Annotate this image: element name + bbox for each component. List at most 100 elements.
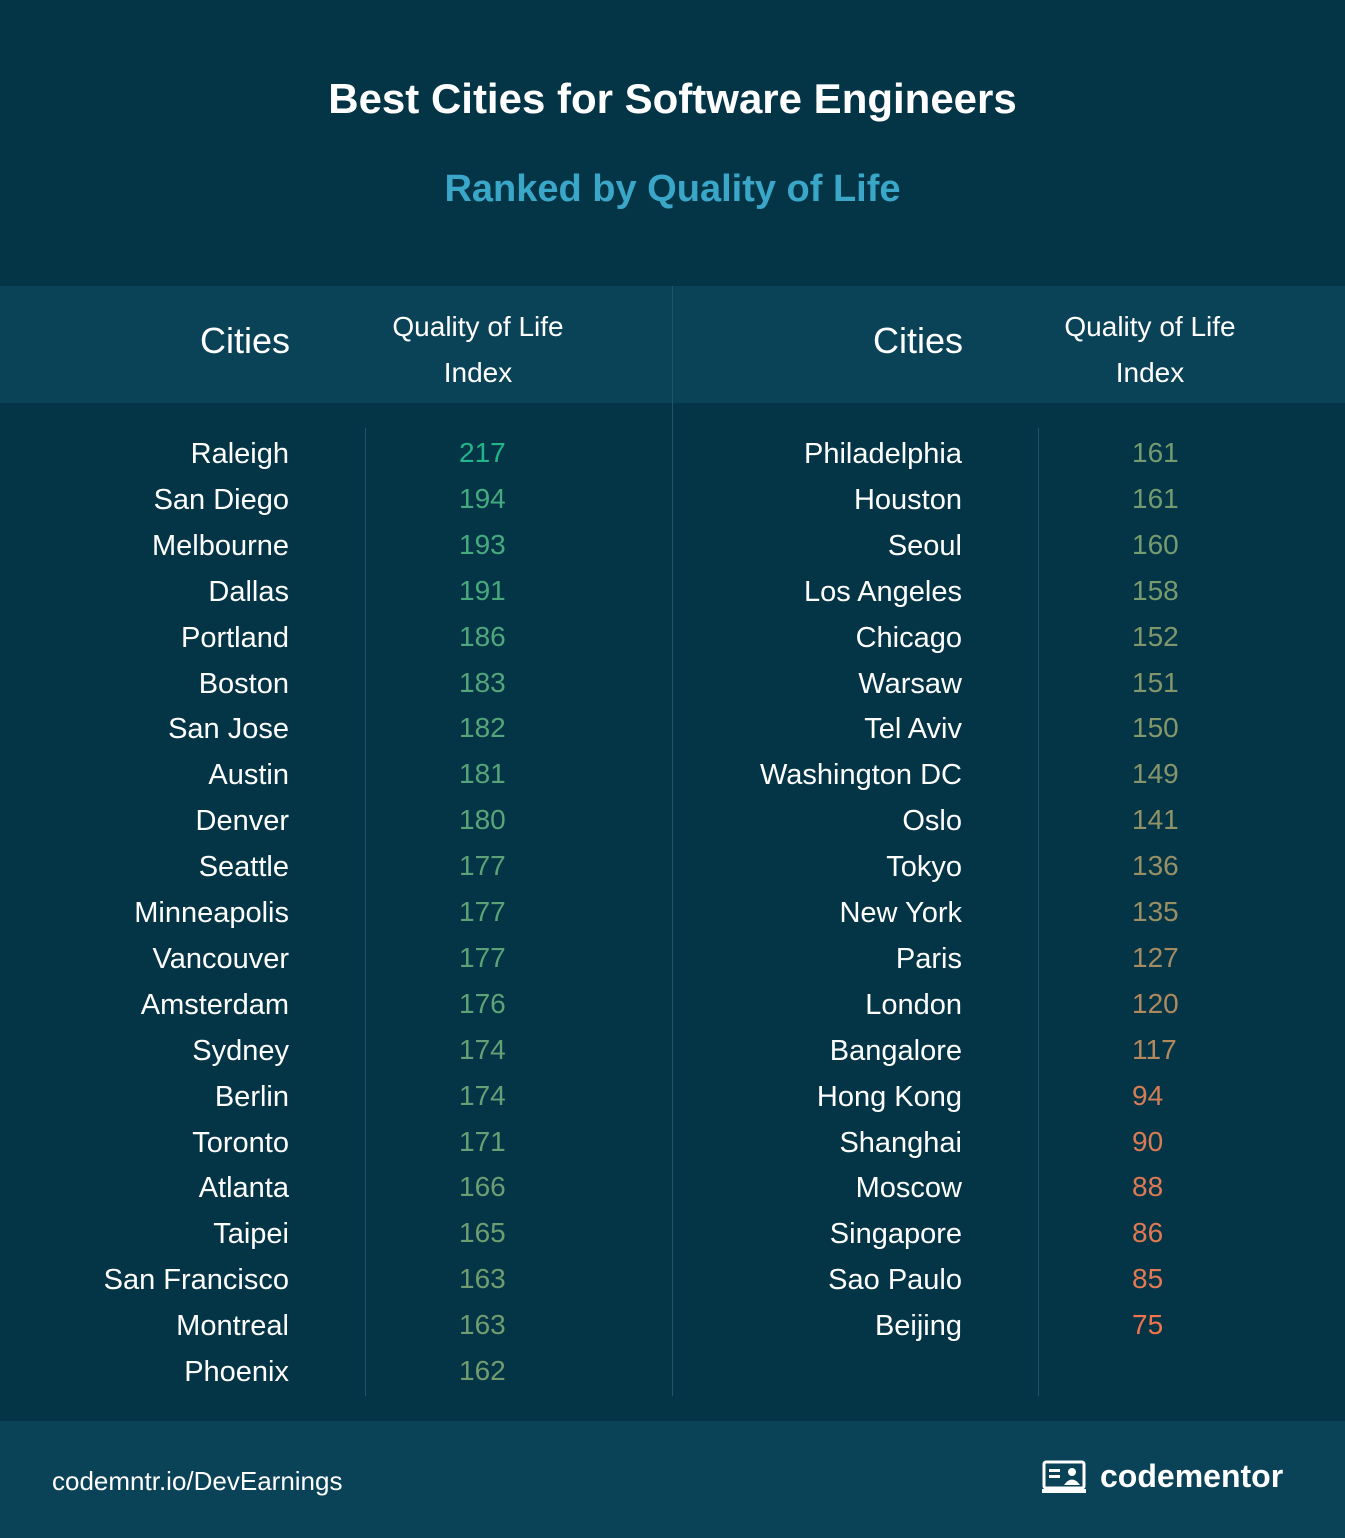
city-label: Austin	[208, 759, 289, 792]
city-label: Los Angeles	[803, 575, 962, 608]
quality-index-value: 150	[1132, 712, 1179, 744]
city-label: Vancouver	[152, 942, 290, 975]
right-cities-header: Cities	[872, 320, 963, 361]
city-label: Portland	[180, 621, 289, 654]
city-label: Warsaw	[858, 667, 962, 700]
quality-index-value: 135	[1132, 896, 1179, 927]
city-label: Phoenix	[184, 1356, 289, 1388]
right-index-header-line2: Index	[1115, 357, 1185, 388]
city-label: Denver	[195, 805, 290, 838]
left-index-header: Quality of Life Index	[358, 304, 598, 396]
right-column-divider	[1038, 428, 1039, 1396]
chart-subtitle: Ranked by Quality of Life	[444, 168, 901, 210]
city-label: Houston	[853, 483, 962, 516]
city-label: Hong Kong	[816, 1080, 962, 1113]
footer-link[interactable]: codemntr.io/DevEarnings	[52, 1466, 343, 1496]
city-label: Shanghai	[839, 1126, 962, 1159]
city-label: Minneapolis	[134, 897, 289, 929]
city-label: Montreal	[176, 1310, 289, 1343]
quality-index-value: 161	[1132, 437, 1179, 468]
quality-index-value: 94	[1132, 1079, 1164, 1111]
quality-index-value: 160	[1132, 528, 1179, 560]
center-divider	[672, 286, 673, 1396]
city-label: Moscow	[855, 1172, 962, 1205]
city-label: Philadelphia	[803, 438, 962, 470]
quality-index-value: 151	[1132, 666, 1179, 698]
quality-index-value: 120	[1132, 987, 1179, 1019]
left-column-divider	[365, 428, 366, 1396]
city-label: Bangalore	[829, 1034, 962, 1067]
city-label: Amsterdam	[140, 988, 289, 1021]
quality-index-value: 75	[1132, 1309, 1164, 1341]
quality-index-value: 174	[459, 1079, 506, 1111]
brand: codementor	[1042, 1458, 1283, 1495]
quality-index-value: 127	[1132, 941, 1179, 973]
city-label: Berlin	[214, 1080, 289, 1113]
quality-index-value: 163	[459, 1309, 506, 1341]
city-label: San Francisco	[103, 1264, 289, 1297]
city-label: Oslo	[902, 805, 962, 838]
chart-title: Best Cities for Software Engineers	[328, 75, 1017, 122]
quality-index-value: 174	[459, 1033, 506, 1065]
city-label: Sao Paulo	[828, 1264, 962, 1297]
quality-index-value: 217	[459, 437, 506, 468]
quality-index-value: 183	[459, 666, 506, 698]
city-label: Boston	[198, 667, 289, 700]
city-label: Melbourne	[151, 529, 289, 562]
city-label: Raleigh	[190, 438, 289, 470]
city-label: Dallas	[208, 575, 289, 608]
left-index-header-line1: Quality of Life	[392, 311, 564, 342]
city-label: Atlanta	[198, 1172, 289, 1205]
city-label: San Diego	[153, 483, 289, 516]
quality-index-value: 181	[459, 758, 506, 790]
right-index-header-line1: Quality of Life	[1064, 311, 1236, 342]
quality-index-value: 193	[459, 528, 506, 560]
city-label: San Jose	[168, 713, 289, 746]
city-label: Tel Aviv	[864, 713, 962, 746]
quality-index-value: 186	[459, 620, 506, 652]
city-label: Seattle	[198, 851, 289, 884]
quality-index-value: 194	[459, 482, 506, 514]
quality-index-value: 177	[459, 896, 506, 927]
city-label: Taipei	[213, 1218, 289, 1251]
quality-index-value: 165	[459, 1217, 506, 1249]
quality-index-value: 149	[1132, 758, 1179, 790]
codementor-logo-icon	[1042, 1460, 1086, 1493]
quality-index-value: 117	[1132, 1033, 1177, 1065]
quality-index-value: 177	[459, 941, 506, 973]
city-label: Beijing	[874, 1310, 962, 1343]
quality-index-value: 171	[459, 1125, 506, 1157]
quality-index-value: 88	[1132, 1171, 1164, 1203]
quality-index-value: 177	[459, 850, 506, 882]
quality-index-value: 136	[1132, 850, 1179, 882]
quality-index-value: 166	[459, 1171, 506, 1203]
city-label: Singapore	[829, 1218, 962, 1251]
left-cities-header: Cities	[199, 320, 290, 361]
quality-index-value: 191	[459, 574, 506, 606]
city-label: London	[865, 988, 962, 1021]
quality-index-value: 162	[459, 1355, 506, 1386]
brand-name: codementor	[1100, 1458, 1284, 1494]
quality-index-value: 158	[1132, 574, 1179, 606]
right-index-header: Quality of Life Index	[1030, 304, 1270, 396]
quality-index-value: 161	[1132, 482, 1179, 514]
city-label: Toronto	[192, 1126, 289, 1159]
city-label: Seoul	[887, 529, 962, 562]
city-label: Washington DC	[759, 759, 962, 792]
city-label: Sydney	[192, 1034, 289, 1067]
quality-index-value: 182	[459, 712, 506, 744]
quality-index-value: 176	[459, 987, 506, 1019]
city-label: Chicago	[855, 621, 962, 654]
quality-index-value: 141	[1132, 804, 1179, 836]
quality-index-value: 180	[459, 804, 506, 836]
quality-index-value: 152	[1132, 620, 1179, 652]
quality-index-value: 90	[1132, 1125, 1164, 1157]
quality-index-value: 163	[459, 1263, 506, 1295]
left-index-header-line2: Index	[443, 357, 513, 388]
quality-index-value: 86	[1132, 1217, 1164, 1249]
city-label: New York	[839, 897, 962, 929]
city-label: Tokyo	[886, 851, 962, 884]
quality-index-value: 85	[1132, 1263, 1164, 1295]
city-label: Paris	[895, 942, 962, 975]
